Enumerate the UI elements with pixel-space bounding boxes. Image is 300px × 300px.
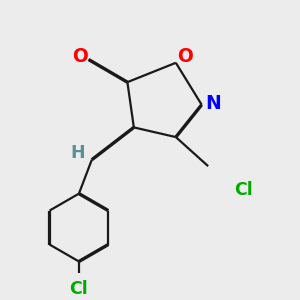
Text: H: H [70,144,85,162]
Text: O: O [73,47,88,66]
Text: Cl: Cl [234,182,253,200]
Text: Cl: Cl [70,280,88,298]
Text: N: N [205,94,221,113]
Text: O: O [178,47,194,66]
